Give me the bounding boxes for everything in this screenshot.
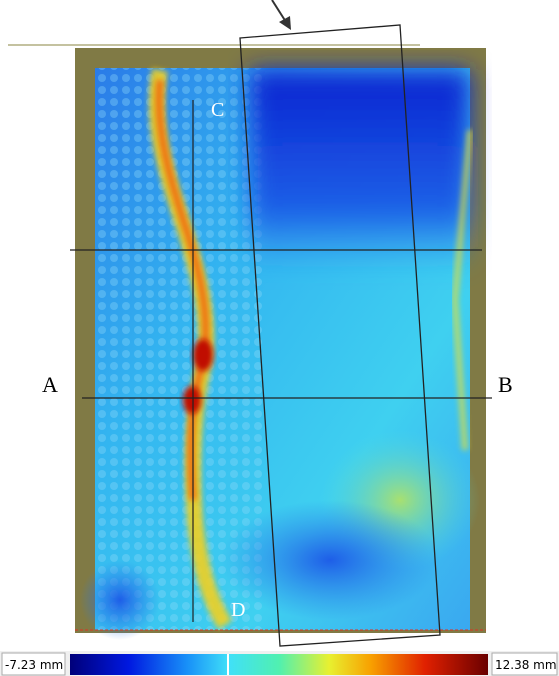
- colorbar-max: 12.38 mm: [495, 658, 557, 672]
- colorbar: [70, 654, 488, 675]
- heatmap: [80, 68, 480, 640]
- label-c: C: [211, 99, 224, 121]
- arrow: [271, 0, 291, 30]
- colorbar-min-box: [1, 652, 66, 676]
- load-area: [239, 24, 441, 647]
- label-a: A: [42, 372, 58, 397]
- label-d: D: [231, 599, 245, 621]
- colorbar-min: -7.23 mm: [5, 658, 63, 672]
- colorbar-max-box: [491, 652, 558, 676]
- label-b: B: [498, 372, 513, 397]
